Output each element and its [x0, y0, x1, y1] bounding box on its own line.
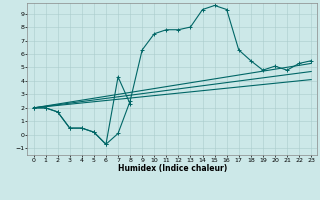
X-axis label: Humidex (Indice chaleur): Humidex (Indice chaleur) — [118, 164, 227, 173]
